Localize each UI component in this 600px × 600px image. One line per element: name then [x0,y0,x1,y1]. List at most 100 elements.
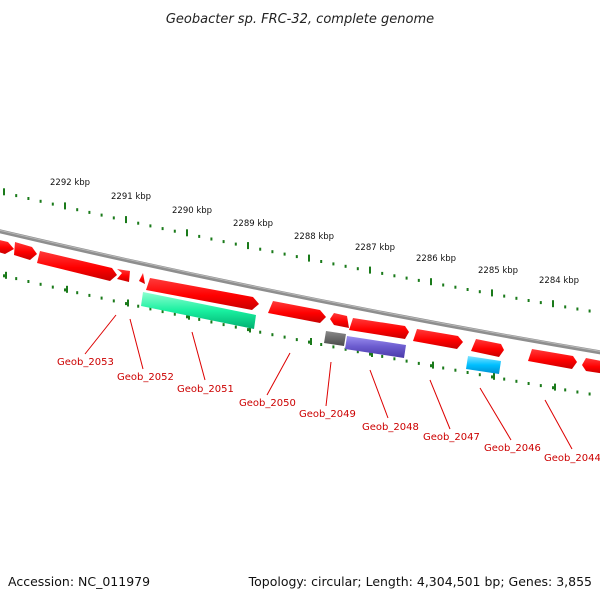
minor-tick [198,317,201,321]
minor-tick [76,208,79,212]
minor-tick [39,282,42,286]
minor-tick [64,288,66,292]
gene-arrow[interactable] [37,251,117,281]
gene-arrow[interactable] [349,318,409,339]
minor-tick [332,262,335,266]
minor-tick [442,283,445,287]
gene-label[interactable]: Geob_2053 [57,357,114,368]
major-tick [552,300,554,308]
minor-tick [137,221,140,225]
minor-tick [259,330,262,334]
gene-arrow[interactable] [413,329,463,349]
minor-tick [173,229,176,233]
tick-label-2290: 2290 kbp [172,206,212,216]
forward-strand-genes [0,239,600,374]
minor-tick [527,382,530,385]
minor-tick [332,345,335,349]
major-tick [64,202,66,210]
minor-tick [247,328,249,332]
minor-tick [393,357,396,361]
minor-tick [466,288,469,291]
inner-scale-ticks [3,271,591,396]
gene-arrow[interactable] [471,339,504,357]
gene-label[interactable]: Geob_2046 [484,443,541,454]
gene-arrow[interactable] [268,301,326,323]
minor-tick [149,224,152,228]
minor-tick [198,234,201,238]
scale-labels: 2292 kbp 2291 kbp 2290 kbp 2289 kbp 2288… [50,178,579,286]
minor-tick [88,293,91,297]
minor-tick [515,296,518,300]
gene-arrow[interactable] [330,313,349,328]
gene-arrow[interactable] [139,273,145,284]
major-tick [493,372,495,380]
gene-arrow[interactable] [14,242,37,260]
leader-line [479,387,512,441]
minor-tick [417,278,420,282]
gene-box[interactable] [324,331,346,346]
minor-tick [576,307,579,311]
genome-backbone-highlight [0,229,600,352]
gene-label[interactable]: Geob_2048 [362,422,419,433]
label-leader-lines [84,314,573,450]
major-tick [308,254,310,262]
minor-tick [564,305,567,309]
minor-tick [405,276,408,280]
minor-tick [417,361,420,365]
tick-label-2292: 2292 kbp [50,178,90,188]
minor-tick [320,343,323,346]
major-tick [369,266,371,274]
major-tick [188,312,190,320]
map-title: Geobacter sp. FRC-32, complete genome [166,12,434,27]
gene-label[interactable]: Geob_2047 [423,432,480,443]
minor-tick [112,216,115,220]
gene-box[interactable] [141,292,256,329]
leader-line [325,361,332,407]
outer-scale-ticks [3,188,591,313]
minor-tick [503,294,506,298]
minor-tick [539,301,542,305]
accession-text: Accession: NC_011979 [8,574,150,589]
minor-tick [100,296,103,300]
minor-tick [210,320,213,324]
gene-box[interactable] [466,356,501,374]
minor-tick [527,299,530,302]
minor-tick [308,340,310,344]
major-tick [125,216,127,224]
leader-line [129,318,144,370]
minor-tick [466,371,469,374]
minor-tick [3,274,5,278]
gene-arrow[interactable] [0,239,14,254]
minor-tick [15,194,18,198]
minor-tick [478,290,481,294]
gene-label[interactable]: Geob_2049 [299,409,356,420]
minor-tick [588,392,591,396]
gene-label[interactable]: Geob_2050 [239,398,296,409]
gene-label[interactable]: Geob_2051 [177,384,234,395]
minor-tick [381,271,384,275]
gene-box[interactable] [345,336,406,358]
minor-tick [369,352,371,356]
leader-line [369,369,389,419]
gene-label[interactable]: Geob_2044 [544,453,600,464]
reverse-strand-genes [141,292,501,374]
major-tick [371,350,373,357]
tick-label-2284: 2284 kbp [539,276,579,286]
minor-tick [283,335,286,339]
leader-line [266,352,291,396]
gene-arrow[interactable] [146,278,259,310]
tick-label-2291: 2291 kbp [111,192,151,202]
gene-arrow[interactable] [582,358,600,374]
gene-arrow[interactable] [528,349,577,369]
major-tick [310,338,312,345]
major-tick [66,285,68,293]
gene-arrow[interactable] [117,269,130,282]
minor-tick [27,280,30,283]
minor-tick [430,364,432,368]
minor-tick [442,366,445,370]
gene-label[interactable]: Geob_2052 [117,372,174,383]
leader-line [544,399,573,450]
genome-backbone [0,229,600,355]
major-tick [127,299,129,307]
